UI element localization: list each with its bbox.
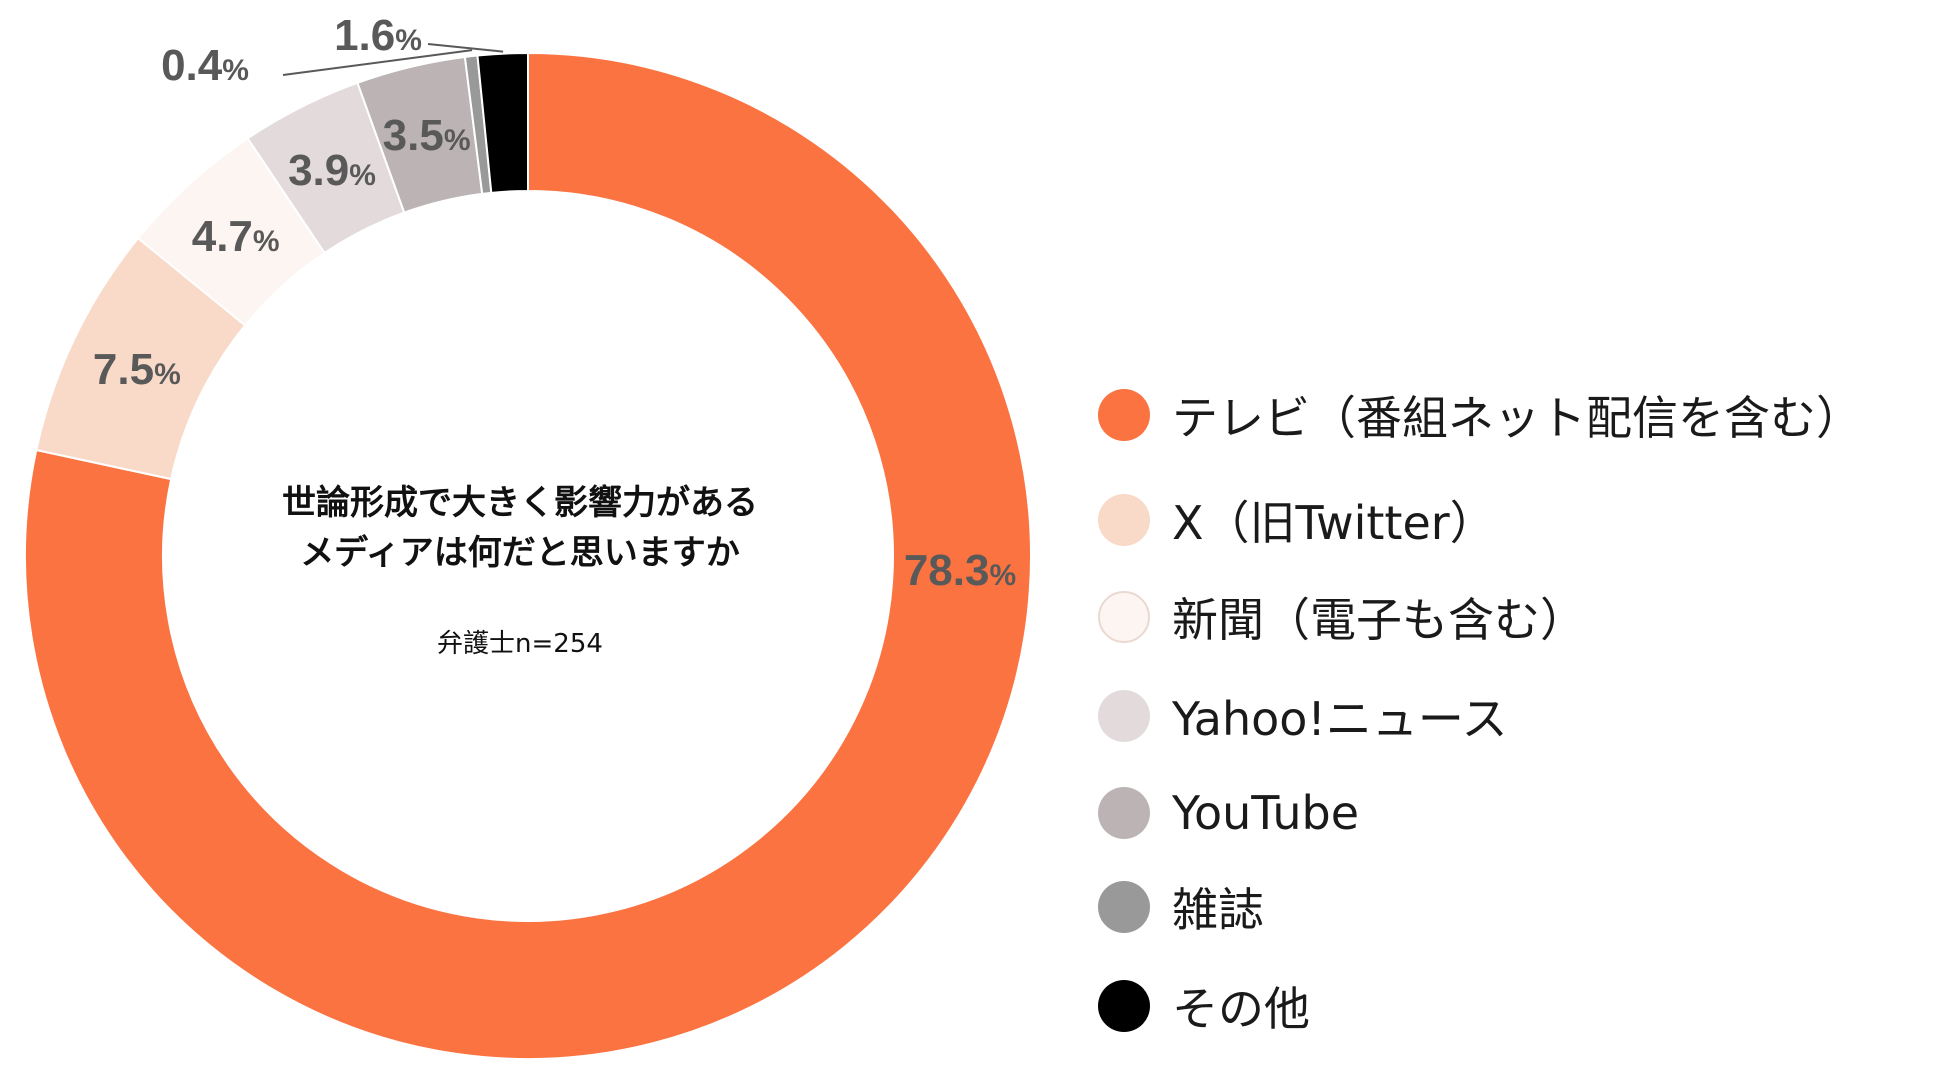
legend-swatch-icon — [1098, 690, 1150, 742]
chart-title: 世論形成で大きく影響力がある メディアは何だと思いますか — [170, 478, 870, 578]
legend-item-5: YouTube — [1098, 778, 1359, 848]
legend-item-3: 新聞（電子も含む） — [1098, 582, 1586, 652]
legend-item-6: 雑誌 — [1098, 872, 1264, 942]
slice-labels: 78.3% 7.5% 4.7%3.9%3.5% 0.4% 1.6% — [93, 11, 1016, 595]
slice-label-3: 4.7% — [192, 212, 280, 261]
legend-label: YouTube — [1172, 786, 1360, 840]
legend-label: X（旧Twitter） — [1172, 496, 1496, 550]
slice-label-5: 3.5% — [383, 111, 471, 160]
chart-title-line-1: 世論形成で大きく影響力がある — [282, 483, 758, 523]
slice-label-4: 3.9% — [288, 146, 376, 195]
legend-item-2: X（旧Twitter） — [1098, 485, 1496, 555]
sample-size-note: 弁護士n=254 — [437, 629, 603, 659]
legend-swatch-icon — [1098, 389, 1150, 441]
legend-item-7: その他 — [1098, 971, 1310, 1041]
slice-label-2: 7.5% — [93, 345, 181, 394]
legend-label: その他 — [1172, 982, 1310, 1036]
chart-title-line-2: メディアは何だと思いますか — [300, 533, 740, 573]
leader-line-7 — [427, 43, 504, 53]
legend-swatch-icon — [1098, 591, 1150, 643]
legend-label: テレビ（番組ネット配信を含む） — [1172, 391, 1862, 445]
legend-swatch-icon — [1098, 494, 1150, 546]
legend-item-1: テレビ（番組ネット配信を含む） — [1098, 380, 1862, 450]
slice-label-6: 0.4% — [161, 41, 249, 90]
leader-lines — [282, 43, 504, 76]
slice-label-7: 1.6% — [334, 11, 422, 60]
legend-label: 新聞（電子も含む） — [1172, 593, 1586, 647]
leader-line-6 — [282, 49, 473, 76]
legend-swatch-icon — [1098, 881, 1150, 933]
donut-slice-7 — [476, 51, 529, 194]
legend-swatch-icon — [1098, 787, 1150, 839]
donut-slices — [24, 51, 1032, 1060]
legend-label: Yahoo!ニュース — [1172, 692, 1508, 746]
legend-label: 雑誌 — [1172, 883, 1264, 937]
legend-item-4: Yahoo!ニュース — [1098, 681, 1508, 751]
slice-label-1: 78.3% — [904, 546, 1016, 595]
donut-slice-1 — [24, 51, 1032, 1060]
legend-swatch-icon — [1098, 980, 1150, 1032]
